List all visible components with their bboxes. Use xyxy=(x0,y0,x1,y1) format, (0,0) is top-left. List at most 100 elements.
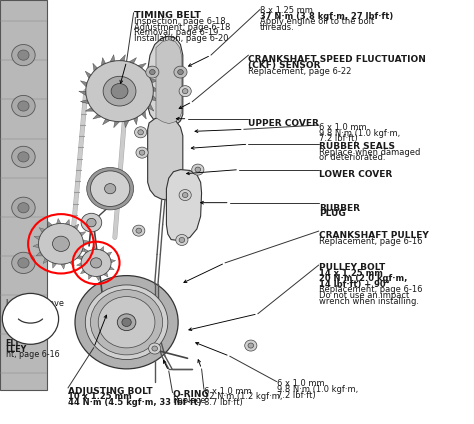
FancyBboxPatch shape xyxy=(0,0,47,390)
Text: RUBBER: RUBBER xyxy=(319,204,360,212)
Circle shape xyxy=(12,197,35,218)
Polygon shape xyxy=(114,121,119,128)
Text: LOWER COVER: LOWER COVER xyxy=(319,170,392,179)
Polygon shape xyxy=(65,220,70,225)
Text: 6 x 1.0 mm: 6 x 1.0 mm xyxy=(204,387,252,396)
Circle shape xyxy=(91,171,130,206)
Polygon shape xyxy=(56,218,61,224)
Circle shape xyxy=(135,127,147,138)
Circle shape xyxy=(2,293,59,344)
Polygon shape xyxy=(85,108,94,111)
Polygon shape xyxy=(48,221,52,227)
Text: 14 lbf·ft) + 90°: 14 lbf·ft) + 90° xyxy=(319,280,390,289)
Polygon shape xyxy=(81,81,87,87)
Circle shape xyxy=(176,234,188,245)
Polygon shape xyxy=(150,78,159,83)
Polygon shape xyxy=(142,111,146,119)
Polygon shape xyxy=(102,119,110,125)
Polygon shape xyxy=(52,262,56,268)
Polygon shape xyxy=(109,266,114,270)
Circle shape xyxy=(85,285,168,360)
Polygon shape xyxy=(96,276,100,281)
Text: 10 x 1.25 mm: 10 x 1.25 mm xyxy=(68,392,132,401)
Text: 14 x 1.25 mm: 14 x 1.25 mm xyxy=(319,269,383,278)
Text: nt, page 6-16: nt, page 6-16 xyxy=(6,350,59,359)
Text: LLEY: LLEY xyxy=(6,345,27,354)
Circle shape xyxy=(174,66,187,78)
Polygon shape xyxy=(33,244,39,248)
Circle shape xyxy=(18,152,29,162)
Polygon shape xyxy=(138,63,146,68)
Circle shape xyxy=(12,146,35,167)
Circle shape xyxy=(179,237,185,243)
Circle shape xyxy=(18,101,29,111)
Text: 6 x 1.0 mm: 6 x 1.0 mm xyxy=(319,123,366,132)
Text: Replace when damaged: Replace when damaged xyxy=(319,148,420,156)
Circle shape xyxy=(111,84,128,99)
Polygon shape xyxy=(81,270,85,274)
Circle shape xyxy=(195,167,201,172)
Text: Adjustment, page 6-18: Adjustment, page 6-18 xyxy=(134,22,230,32)
Polygon shape xyxy=(85,71,91,78)
Text: CRANKSHAFT PULLEY: CRANKSHAFT PULLEY xyxy=(319,231,428,240)
Circle shape xyxy=(178,70,183,75)
Polygon shape xyxy=(84,249,89,253)
Polygon shape xyxy=(81,100,89,104)
Circle shape xyxy=(18,258,29,268)
Polygon shape xyxy=(110,259,116,263)
Circle shape xyxy=(182,89,188,94)
Circle shape xyxy=(245,340,257,351)
Circle shape xyxy=(12,252,35,273)
Text: 12 N·m (1.2 kgf·m,: 12 N·m (1.2 kgf·m, xyxy=(204,393,283,402)
Circle shape xyxy=(91,258,102,268)
Text: PLUG: PLUG xyxy=(319,209,346,218)
Circle shape xyxy=(81,249,111,276)
Circle shape xyxy=(139,150,145,155)
Polygon shape xyxy=(43,258,48,263)
Polygon shape xyxy=(166,170,201,241)
Text: O-RING: O-RING xyxy=(173,390,210,399)
Text: 6 x 1.0 mm: 6 x 1.0 mm xyxy=(277,379,324,388)
Text: Replace.: Replace. xyxy=(173,396,209,404)
Polygon shape xyxy=(124,120,129,128)
Circle shape xyxy=(87,218,96,227)
Circle shape xyxy=(75,276,178,369)
Circle shape xyxy=(18,50,29,60)
Polygon shape xyxy=(93,63,98,71)
Circle shape xyxy=(191,164,204,175)
Text: Replacement, page 6-16: Replacement, page 6-16 xyxy=(319,237,422,246)
Circle shape xyxy=(152,346,157,351)
Polygon shape xyxy=(93,114,101,119)
Text: 37 N·m (3.8 kgf·m, 27 lbf·ft): 37 N·m (3.8 kgf·m, 27 lbf·ft) xyxy=(260,12,393,21)
Text: CRANKSHAFT SPEED FLUCTUATION: CRANKSHAFT SPEED FLUCTUATION xyxy=(248,55,426,64)
Polygon shape xyxy=(34,236,40,240)
Circle shape xyxy=(136,228,142,233)
Polygon shape xyxy=(129,58,137,64)
Circle shape xyxy=(81,213,102,232)
Text: 20 N·m (2.0 kgf·m,: 20 N·m (2.0 kgf·m, xyxy=(319,274,407,283)
Circle shape xyxy=(146,66,159,78)
Text: Installation, page 6-20: Installation, page 6-20 xyxy=(134,34,228,43)
Circle shape xyxy=(103,76,136,106)
Polygon shape xyxy=(73,224,79,229)
Text: Replacement, page 6-22: Replacement, page 6-22 xyxy=(248,67,352,75)
Circle shape xyxy=(91,290,163,355)
Circle shape xyxy=(122,318,131,326)
Text: ce facing in.: ce facing in. xyxy=(6,304,55,314)
Circle shape xyxy=(18,203,29,213)
Circle shape xyxy=(53,236,69,251)
Text: ELT: ELT xyxy=(6,339,20,348)
Circle shape xyxy=(248,343,254,348)
Circle shape xyxy=(149,70,155,75)
Circle shape xyxy=(138,130,144,135)
Text: Inspection, page 6-18: Inspection, page 6-18 xyxy=(134,17,225,26)
Polygon shape xyxy=(70,261,74,266)
Polygon shape xyxy=(148,117,183,200)
Polygon shape xyxy=(79,91,86,95)
Circle shape xyxy=(12,95,35,117)
Polygon shape xyxy=(80,232,86,236)
Text: threads.: threads. xyxy=(260,23,295,32)
Polygon shape xyxy=(36,251,42,256)
Polygon shape xyxy=(152,95,159,102)
Circle shape xyxy=(149,343,161,354)
